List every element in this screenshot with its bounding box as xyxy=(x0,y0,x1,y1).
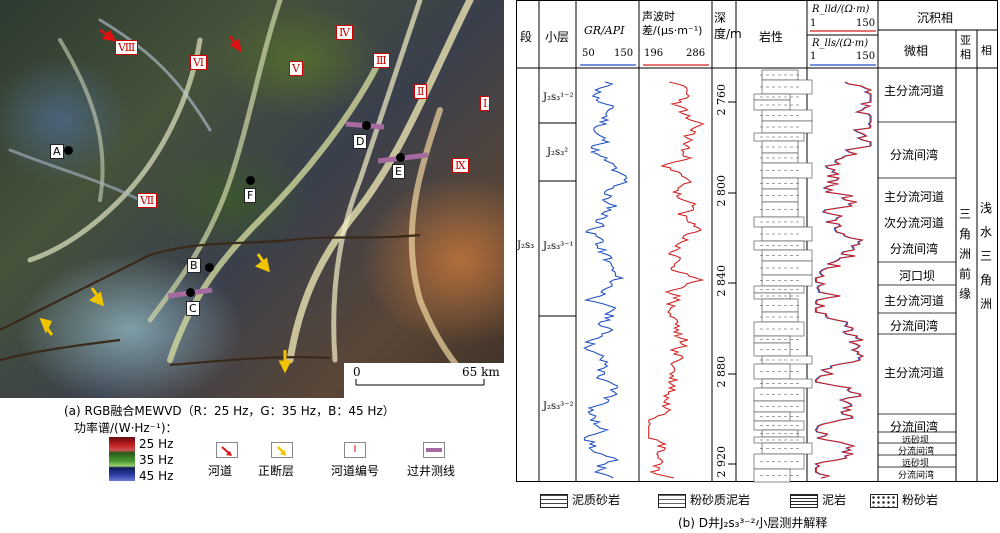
microfacies-label: 主分流河道 xyxy=(884,84,945,98)
legend-silty-mudstone: 粉砂质泥岩 xyxy=(658,491,750,508)
header-subfacies: 亚相 xyxy=(960,34,971,61)
channel-number-9: Ⅸ xyxy=(452,158,469,173)
scale-bar: 0 65 km xyxy=(344,363,504,398)
channel-number-3: Ⅲ xyxy=(373,53,390,68)
microfacies-label: 分流间湾 xyxy=(890,420,939,434)
microfacies-label: 次分流河道 xyxy=(884,216,945,230)
lithology-legend: 泥质砂岩 粉砂质泥岩 泥岩 粉砂岩 xyxy=(540,491,1000,511)
well-label-D: D xyxy=(353,134,368,149)
gr-max: 150 xyxy=(614,48,634,59)
header-facies-group: 沉积相 xyxy=(917,11,954,25)
power-legend-title: 功率谱/(W·Hz⁻¹)： xyxy=(74,421,178,435)
caption-a: (a) RGB融合MEWVD（R：25 Hz，G：35 Hz，B：45 Hz） xyxy=(64,404,395,418)
scale-end: 65 km xyxy=(462,365,500,379)
power-legend-35: 35 Hz xyxy=(139,453,174,467)
ac-max: 286 xyxy=(686,48,706,59)
microfacies-label: 主分流河道 xyxy=(884,190,945,204)
header-sublayer: 小层 xyxy=(545,30,570,44)
channel-arrow-icon xyxy=(216,442,238,458)
well-label-B: B xyxy=(187,258,201,273)
power-legend-25: 25 Hz xyxy=(139,437,174,451)
header-facies: 相 xyxy=(981,44,992,57)
well-marker xyxy=(246,176,255,185)
depth-tick: 2 800 xyxy=(715,175,728,207)
seismic-attribute-map: A B C D E F Ⅰ Ⅱ Ⅲ Ⅳ Ⅴ Ⅵ Ⅶ Ⅷ Ⅸ 0 65 km xyxy=(0,0,504,398)
header-gr: GR/API xyxy=(584,24,625,37)
power-spectrum-colorbar xyxy=(109,437,135,481)
depth-tick: 2 760 xyxy=(715,84,728,116)
legend-fault: 正断层 xyxy=(258,464,295,478)
channel-number-7: Ⅶ xyxy=(137,193,158,208)
legend-channel: 河道 xyxy=(208,464,233,478)
microfacies-label: 分流间湾 xyxy=(898,447,935,457)
well-label-C: C xyxy=(186,301,200,316)
channel-number-4: Ⅳ xyxy=(336,25,353,40)
channel-number-1: Ⅰ xyxy=(480,96,491,111)
ac-curve xyxy=(648,81,705,479)
well-marker xyxy=(205,263,214,272)
legend-channel-number: 河道编号 xyxy=(331,464,380,478)
header-segment: 段 xyxy=(520,30,533,44)
microfacies-label: 分流间湾 xyxy=(898,471,935,481)
rlls-min: 1 xyxy=(810,51,817,62)
microfacies-label: 主分流河道 xyxy=(884,294,945,308)
legend-survey-line: 过井测线 xyxy=(407,464,456,478)
power-legend-45: 45 Hz xyxy=(139,469,174,483)
gr-curve xyxy=(583,81,628,479)
fault-arrow-icon xyxy=(271,442,293,458)
subfacies-label: 三角洲前缘 xyxy=(959,207,972,301)
depth-tick: 2 920 xyxy=(715,446,728,478)
well-marker xyxy=(186,288,195,297)
rlld-max: 150 xyxy=(856,18,876,29)
depth-tick: 2 840 xyxy=(715,265,728,297)
legend-argillaceous-sandstone: 泥质砂岩 xyxy=(540,491,620,508)
well-label-F: F xyxy=(244,188,257,203)
header-microfacies: 微相 xyxy=(904,44,929,58)
sublayer-3: J₂s₃³⁻¹ xyxy=(543,241,574,252)
header-depth: 深度/m xyxy=(714,11,742,41)
channel-number-icon: Ⅰ xyxy=(344,442,366,458)
gr-min: 50 xyxy=(582,48,595,59)
rlld-curve xyxy=(815,81,873,479)
microfacies-label: 远砂坝 xyxy=(902,459,930,469)
log-grid xyxy=(516,0,998,483)
facies-label: 浅水三角洲 xyxy=(980,201,993,311)
rlls-curve xyxy=(814,81,872,479)
microfacies-label: 分流间湾 xyxy=(890,148,939,162)
microfacies-label: 分流间湾 xyxy=(890,319,939,333)
header-rlls: R_lls/(Ω·m) xyxy=(812,38,869,49)
well-log-panel: 段 小层 GR/API 50 150 声波时差/(μs·m⁻¹) 196 286… xyxy=(516,0,998,483)
well-label-A: A xyxy=(50,144,64,159)
ac-min: 196 xyxy=(644,48,664,59)
sublayer-1: J₂s₃¹⁻² xyxy=(543,92,574,103)
scale-zero: 0 xyxy=(353,365,361,379)
microfacies-label: 远砂坝 xyxy=(902,436,930,446)
rlld-min: 1 xyxy=(810,18,817,29)
microfacies-label: 河口坝 xyxy=(899,269,936,283)
channel-number-5: Ⅴ xyxy=(289,61,303,76)
channel-number-6: Ⅵ xyxy=(190,55,208,70)
microfacies-label: 分流间湾 xyxy=(890,242,939,256)
well-label-E: E xyxy=(392,164,405,179)
well-marker xyxy=(362,121,371,130)
channel-number-2: Ⅱ xyxy=(414,84,428,99)
caption-b: (b) D井J₂s₃³⁻²小层测井解释 xyxy=(678,516,828,530)
channel-number-8: Ⅷ xyxy=(115,40,139,55)
segment-label: J₂s₃ xyxy=(517,240,535,251)
header-rlld: R_lld/(Ω·m) xyxy=(812,4,870,15)
header-ac: 声波时差/(μs·m⁻¹) xyxy=(642,10,703,37)
depth-tick: 2 880 xyxy=(715,356,728,388)
well-marker xyxy=(396,153,405,162)
header-lithology: 岩性 xyxy=(759,30,784,44)
legend-mudstone: 泥岩 xyxy=(790,491,846,508)
survey-line-icon xyxy=(423,442,445,458)
rlls-max: 150 xyxy=(856,51,876,62)
microfacies-label: 主分流河道 xyxy=(884,366,945,380)
legend-siltstone: 粉砂岩 xyxy=(870,491,938,508)
sublayer-4: J₂s₃³⁻² xyxy=(543,401,574,412)
well-marker xyxy=(64,146,73,155)
sublayer-2: J₂s₃² xyxy=(547,147,569,158)
